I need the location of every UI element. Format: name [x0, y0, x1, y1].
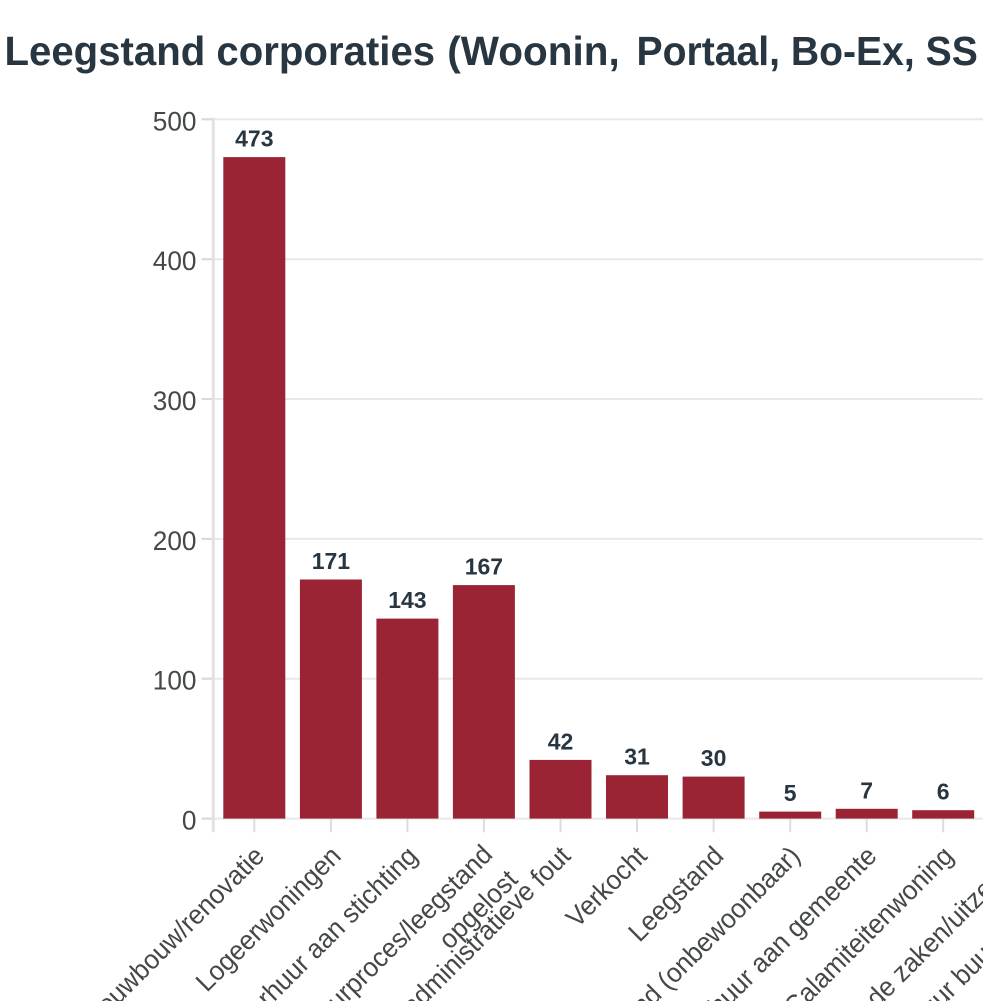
svg-text:200: 200 — [153, 526, 197, 556]
svg-text:Leegstand corporaties: Leegstand corporaties — [5, 28, 436, 74]
svg-text:300: 300 — [153, 386, 197, 416]
svg-text:6: 6 — [937, 779, 950, 805]
svg-text:100: 100 — [153, 666, 197, 696]
svg-text:(Woonin,: (Woonin, — [447, 28, 619, 74]
svg-text:Nieuwbouw/renovatie: Nieuwbouw/renovatie — [74, 841, 270, 1001]
svg-text:0: 0 — [182, 806, 197, 836]
svg-text:Portaal, Bo-Ex, SS: Portaal, Bo-Ex, SS — [637, 28, 978, 74]
svg-text:5: 5 — [784, 780, 797, 806]
svg-text:400: 400 — [153, 246, 197, 276]
svg-text:7: 7 — [860, 777, 873, 803]
svg-text:31: 31 — [624, 744, 650, 770]
svg-text:473: 473 — [235, 126, 273, 152]
svg-text:171: 171 — [312, 548, 351, 574]
svg-text:167: 167 — [465, 554, 503, 580]
svg-text:143: 143 — [388, 587, 426, 613]
svg-text:42: 42 — [548, 728, 574, 754]
svg-text:500: 500 — [153, 106, 197, 136]
svg-text:30: 30 — [701, 745, 727, 771]
